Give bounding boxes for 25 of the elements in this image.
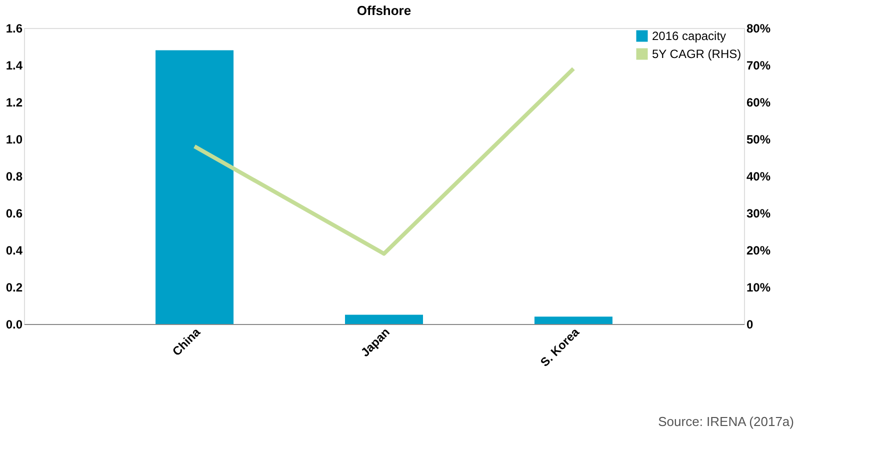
y2-tick-label: 20% <box>746 244 771 258</box>
source-note: Source: IRENA (2017a) <box>658 414 794 429</box>
legend-label: 2016 capacity <box>652 29 726 43</box>
y-tick-label: 0.6 <box>6 206 23 220</box>
bar <box>345 314 423 324</box>
y-tick-label: 1.4 <box>6 58 23 72</box>
y2-tick-label: 10% <box>746 280 771 294</box>
y-tick-label: 1.2 <box>6 96 23 110</box>
y-tick-label: 0.4 <box>6 244 23 258</box>
y-tick-label: 0.8 <box>6 170 23 184</box>
y2-tick-label: 80% <box>746 22 771 36</box>
y-tick-label: 0.2 <box>6 280 23 294</box>
y-tick-label: 0.0 <box>6 318 23 332</box>
y2-tick-label: 30% <box>746 206 771 220</box>
y-tick-label: 1.6 <box>6 22 23 36</box>
bar <box>156 50 234 324</box>
y2-tick-label: 0 <box>746 318 754 332</box>
y2-tick-label: 40% <box>746 170 771 184</box>
y-tick-label: 1.0 <box>6 132 23 146</box>
y2-tick-label: 60% <box>746 96 771 110</box>
bar <box>534 316 612 324</box>
y2-tick-label: 70% <box>746 58 771 72</box>
legend-label: 5Y CAGR (RHS) <box>652 47 742 61</box>
chart-title: Offshore <box>356 3 412 18</box>
y2-tick-label: 50% <box>746 132 771 146</box>
